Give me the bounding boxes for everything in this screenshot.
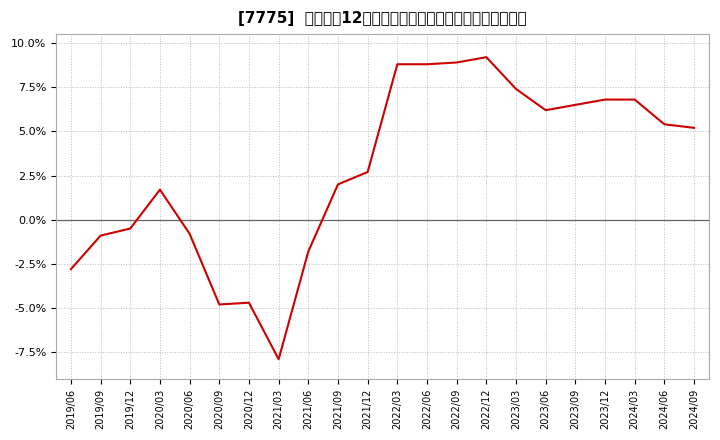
Title: [7775]  売上高の12か月移動合計の対前年同期増減率の推移: [7775] 売上高の12か月移動合計の対前年同期増減率の推移: [238, 11, 527, 26]
